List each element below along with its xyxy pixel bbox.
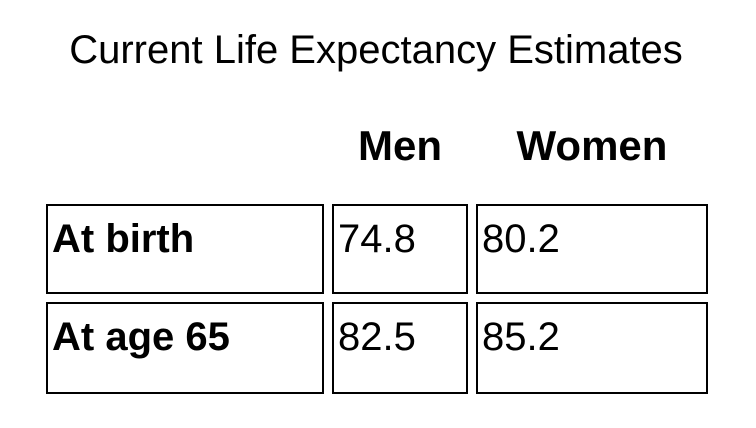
column-header-women: Women: [516, 122, 668, 169]
cell-at-birth-men: 74.8: [332, 204, 468, 294]
row-label-at-age-65: At age 65: [46, 302, 324, 394]
page-title: Current Life Expectancy Estimates: [69, 28, 683, 72]
cell-at-birth-women: 80.2: [476, 204, 708, 294]
column-header-men: Men: [358, 122, 442, 169]
row-label-at-birth: At birth: [46, 204, 324, 294]
cell-at-age-65-men: 82.5: [332, 302, 468, 394]
cell-at-age-65-women: 85.2: [476, 302, 708, 394]
